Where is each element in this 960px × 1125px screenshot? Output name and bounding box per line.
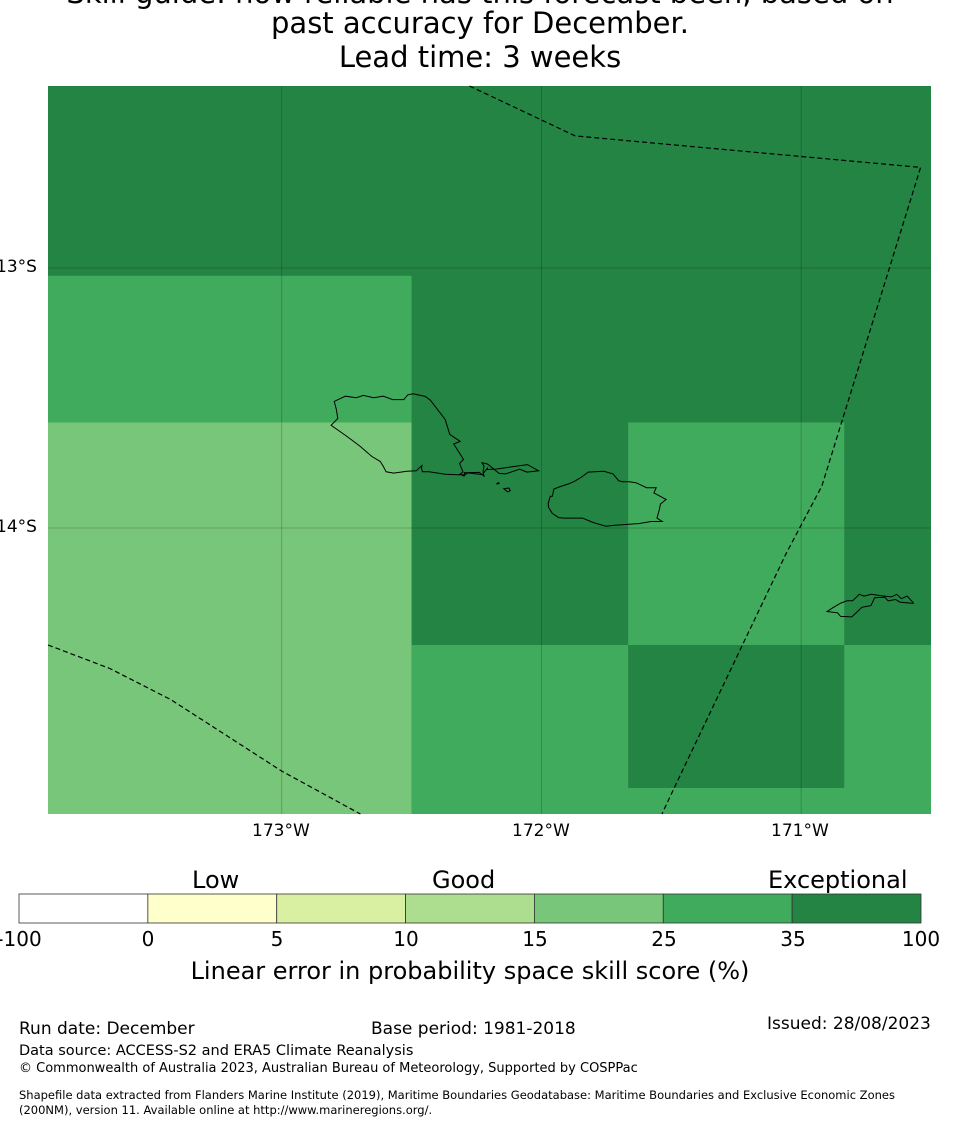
eez-boundary-lower <box>47 644 361 815</box>
island-tutuila <box>825 593 915 618</box>
colorbar-tick: 5 <box>270 927 284 951</box>
colorbar-segment <box>405 893 535 924</box>
colorbar-word-low: Low <box>192 866 240 894</box>
base-period: Base period: 1981-2018 <box>371 1019 576 1039</box>
colorbar-segment <box>147 893 278 924</box>
colorbar-tick: 25 <box>651 927 677 951</box>
skill-cell <box>628 645 845 788</box>
colorbar-tick: 15 <box>522 927 548 951</box>
lat-label-14s: 14°S <box>0 517 37 537</box>
shapefile-credit-line-2: (200NM), version 11. Available online at… <box>19 1103 433 1117</box>
lon-label-173w: 173°W <box>252 821 310 841</box>
island-apolima <box>496 481 501 485</box>
title-line-1: Skill guide: how reliable has this forec… <box>0 0 960 10</box>
lon-label-171w: 171°W <box>771 821 829 841</box>
colorbar-segment <box>276 893 406 924</box>
colorbar-word-good: Good <box>432 866 496 894</box>
skill-cell <box>48 275 412 423</box>
colorbar-word-exceptional: Exceptional <box>768 866 908 894</box>
island-savaii <box>330 393 541 478</box>
island-upolu <box>547 470 668 527</box>
colorbar <box>18 893 922 924</box>
copyright: © Commonwealth of Australia 2023, Austra… <box>19 1061 638 1076</box>
lon-label-172w: 172°W <box>512 821 570 841</box>
island-manono <box>502 487 511 493</box>
shapefile-credit: Shapefile data extracted from Flanders M… <box>19 1088 895 1102</box>
title-line-3: Lead time: 3 weeks <box>338 40 622 74</box>
colorbar-tick: 0 <box>141 927 155 951</box>
run-date: Run date: December <box>19 1019 195 1039</box>
colorbar-tick: -100 <box>0 927 42 951</box>
title-line-2: past accuracy for December. <box>271 6 689 40</box>
colorbar-tick: 10 <box>393 927 419 951</box>
colorbar-tick: 100 <box>901 927 941 951</box>
colorbar-segment <box>534 893 664 924</box>
colorbar-tick: 35 <box>780 927 806 951</box>
lat-label-13s: 13°S <box>0 257 37 277</box>
eez-boundary-upper <box>469 85 922 815</box>
colorbar-label: Linear error in probability space skill … <box>190 957 750 985</box>
skill-cell <box>628 422 845 645</box>
colorbar-segment <box>791 893 922 924</box>
colorbar-segment <box>662 893 793 924</box>
skill-cell <box>48 422 412 814</box>
issued-date: Issued: 28/08/2023 <box>767 1014 931 1034</box>
colorbar-segment <box>18 893 149 924</box>
data-source: Data source: ACCESS-S2 and ERA5 Climate … <box>19 1043 414 1059</box>
